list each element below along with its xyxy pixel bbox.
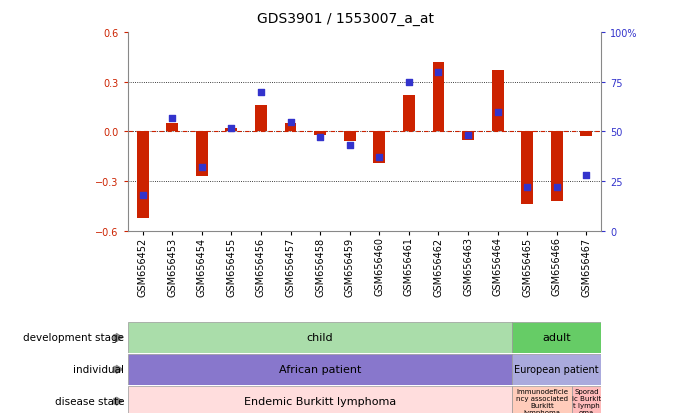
Text: child: child bbox=[307, 332, 334, 343]
Bar bbox=[314, 132, 326, 135]
Bar bbox=[285, 124, 296, 132]
Point bbox=[196, 164, 207, 171]
Point bbox=[522, 184, 533, 191]
Bar bbox=[513, 354, 601, 385]
Bar bbox=[128, 322, 513, 353]
Point bbox=[492, 109, 503, 116]
Point bbox=[314, 135, 325, 141]
Bar bbox=[373, 132, 385, 164]
Point bbox=[433, 69, 444, 76]
Point bbox=[581, 173, 592, 179]
Point bbox=[226, 125, 237, 131]
Bar bbox=[137, 132, 149, 218]
Bar bbox=[403, 96, 415, 132]
Bar bbox=[255, 106, 267, 132]
Text: individual: individual bbox=[73, 364, 124, 375]
Bar bbox=[580, 132, 592, 137]
Bar bbox=[513, 386, 571, 413]
Bar bbox=[344, 132, 356, 142]
Point bbox=[462, 133, 473, 140]
Bar bbox=[551, 132, 562, 202]
Point bbox=[137, 192, 148, 199]
Bar bbox=[492, 71, 504, 132]
Text: adult: adult bbox=[542, 332, 571, 343]
Text: development stage: development stage bbox=[23, 332, 124, 343]
Bar bbox=[128, 386, 513, 413]
Text: GDS3901 / 1553007_a_at: GDS3901 / 1553007_a_at bbox=[257, 12, 434, 26]
Point bbox=[404, 79, 415, 86]
Bar bbox=[225, 129, 237, 132]
Bar bbox=[521, 132, 533, 205]
Text: Endemic Burkitt lymphoma: Endemic Burkitt lymphoma bbox=[244, 396, 396, 406]
FancyArrow shape bbox=[114, 334, 122, 342]
Point bbox=[344, 143, 355, 150]
Bar bbox=[513, 322, 601, 353]
FancyArrow shape bbox=[114, 366, 122, 373]
Text: disease state: disease state bbox=[55, 396, 124, 406]
FancyArrow shape bbox=[114, 397, 122, 405]
Point bbox=[167, 115, 178, 121]
Point bbox=[551, 184, 562, 191]
Point bbox=[256, 89, 267, 96]
Bar bbox=[128, 354, 513, 385]
Point bbox=[374, 154, 385, 161]
Bar bbox=[462, 132, 474, 140]
Text: Sporad
ic Burkit
t lymph
oma: Sporad ic Burkit t lymph oma bbox=[572, 388, 601, 413]
Bar bbox=[571, 386, 601, 413]
Text: African patient: African patient bbox=[279, 364, 361, 375]
Bar bbox=[196, 132, 208, 177]
Point bbox=[285, 119, 296, 126]
Text: European patient: European patient bbox=[515, 364, 599, 375]
Bar bbox=[167, 124, 178, 132]
Text: Immunodeficie
ncy associated
Burkitt
lymphoma: Immunodeficie ncy associated Burkitt lym… bbox=[516, 388, 568, 413]
Bar bbox=[433, 63, 444, 132]
